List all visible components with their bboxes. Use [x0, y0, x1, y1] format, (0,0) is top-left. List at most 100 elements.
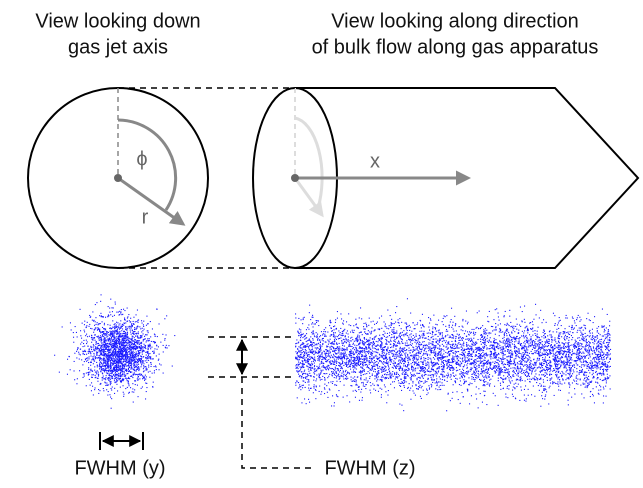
dot: [125, 352, 126, 353]
dot: [80, 330, 81, 331]
dot: [442, 341, 443, 342]
dot: [154, 351, 155, 352]
dot: [338, 348, 339, 349]
dot: [123, 362, 124, 363]
dot: [84, 330, 85, 331]
dot: [568, 382, 569, 383]
dot: [316, 348, 317, 349]
dot: [566, 332, 567, 333]
dot: [154, 366, 155, 367]
dot: [113, 350, 114, 351]
dot: [460, 340, 461, 341]
dot: [533, 319, 534, 320]
dot: [117, 338, 118, 339]
dot: [348, 339, 349, 340]
dot: [135, 333, 136, 334]
dot: [391, 324, 392, 325]
dot: [143, 371, 144, 372]
dot: [98, 376, 99, 377]
dot: [122, 376, 123, 377]
dot: [458, 351, 459, 352]
dot: [381, 377, 382, 378]
dot: [135, 342, 136, 343]
dot: [91, 337, 92, 338]
dot: [477, 361, 478, 362]
dot: [539, 364, 540, 365]
dot: [353, 351, 354, 352]
dot: [601, 363, 602, 364]
dot: [135, 357, 136, 358]
dot: [133, 358, 134, 359]
dot: [500, 373, 501, 374]
dot: [383, 361, 384, 362]
dot: [514, 348, 515, 349]
dot: [447, 373, 448, 374]
dot: [133, 331, 134, 332]
dot: [403, 335, 404, 336]
dot: [508, 341, 509, 342]
dot: [439, 387, 440, 388]
dot: [469, 353, 470, 354]
phi-label: ϕ: [136, 148, 147, 170]
dot: [390, 327, 391, 328]
dot: [471, 359, 472, 360]
dot: [518, 356, 519, 357]
dot: [509, 325, 510, 326]
dot: [395, 322, 396, 323]
dot: [483, 331, 484, 332]
dot: [123, 337, 124, 338]
dot: [104, 349, 105, 350]
dot: [122, 369, 123, 370]
dot: [101, 294, 102, 295]
dot: [568, 378, 569, 379]
dot: [86, 325, 87, 326]
dot: [376, 355, 377, 356]
dot: [590, 333, 591, 334]
dot: [544, 344, 545, 345]
dot: [605, 369, 606, 370]
dot: [136, 327, 137, 328]
dot: [148, 358, 149, 359]
dot: [496, 359, 497, 360]
dot: [457, 345, 458, 346]
dot: [587, 355, 588, 356]
dot: [99, 337, 100, 338]
dot: [412, 366, 413, 367]
dot: [552, 371, 553, 372]
dot: [361, 389, 362, 390]
dot: [396, 373, 397, 374]
dot: [134, 339, 135, 340]
dot: [513, 376, 514, 377]
dot: [123, 355, 124, 356]
dot: [128, 369, 129, 370]
dot: [355, 384, 356, 385]
dot: [87, 341, 88, 342]
dot: [343, 378, 344, 379]
dot: [592, 374, 593, 375]
dot: [91, 328, 92, 329]
dot: [604, 329, 605, 330]
dot: [435, 324, 436, 325]
dot: [355, 390, 356, 391]
dot: [591, 348, 592, 349]
dot: [100, 337, 101, 338]
dot: [127, 308, 128, 309]
dot: [151, 366, 152, 367]
dot: [502, 331, 503, 332]
dot: [102, 327, 103, 328]
dot: [141, 358, 142, 359]
dot: [364, 349, 365, 350]
dot: [130, 321, 131, 322]
dot: [305, 378, 306, 379]
dot: [545, 375, 546, 376]
dot: [141, 388, 142, 389]
dot: [519, 351, 520, 352]
dot: [102, 377, 103, 378]
dot: [405, 345, 406, 346]
dot: [123, 325, 124, 326]
dot: [600, 379, 601, 380]
dot: [125, 334, 126, 335]
dot: [548, 339, 549, 340]
dot: [101, 341, 102, 342]
dot: [429, 323, 430, 324]
